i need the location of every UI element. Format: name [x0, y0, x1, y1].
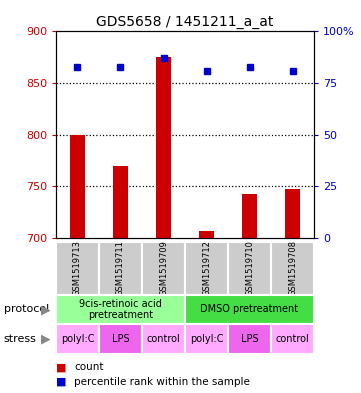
Text: ▶: ▶ — [42, 303, 51, 316]
Bar — [228, 242, 271, 295]
Bar — [142, 324, 185, 354]
Text: 9cis-retinoic acid
pretreatment: 9cis-retinoic acid pretreatment — [79, 299, 162, 320]
Text: stress: stress — [4, 334, 36, 344]
Text: polyI:C: polyI:C — [190, 334, 223, 344]
Bar — [271, 242, 314, 295]
Bar — [113, 165, 128, 238]
Bar — [228, 324, 271, 354]
Bar — [285, 189, 300, 238]
Bar — [56, 295, 185, 324]
Text: polyI:C: polyI:C — [61, 334, 94, 344]
Bar — [156, 57, 171, 238]
Text: control: control — [147, 334, 180, 344]
Text: ■: ■ — [56, 377, 66, 387]
Bar — [99, 324, 142, 354]
Bar — [185, 242, 228, 295]
Text: percentile rank within the sample: percentile rank within the sample — [74, 377, 250, 387]
Text: LPS: LPS — [112, 334, 129, 344]
Text: ■: ■ — [56, 362, 66, 373]
Text: protocol: protocol — [4, 305, 49, 314]
Bar — [56, 324, 99, 354]
Text: LPS: LPS — [241, 334, 258, 344]
Title: GDS5658 / 1451211_a_at: GDS5658 / 1451211_a_at — [96, 15, 274, 29]
Bar — [199, 231, 214, 238]
Bar — [185, 295, 314, 324]
Text: GSM1519713: GSM1519713 — [73, 240, 82, 296]
Text: GSM1519710: GSM1519710 — [245, 240, 254, 296]
Text: count: count — [74, 362, 104, 373]
Text: GSM1519708: GSM1519708 — [288, 240, 297, 296]
Bar — [56, 242, 99, 295]
Text: control: control — [276, 334, 309, 344]
Text: ▶: ▶ — [42, 332, 51, 345]
Text: GSM1519712: GSM1519712 — [202, 240, 211, 296]
Bar — [70, 134, 85, 238]
Bar — [185, 324, 228, 354]
Bar — [242, 195, 257, 238]
Bar — [142, 242, 185, 295]
Text: GSM1519709: GSM1519709 — [159, 240, 168, 296]
Bar — [271, 324, 314, 354]
Text: DMSO pretreatment: DMSO pretreatment — [200, 305, 299, 314]
Bar — [99, 242, 142, 295]
Text: GSM1519711: GSM1519711 — [116, 240, 125, 296]
